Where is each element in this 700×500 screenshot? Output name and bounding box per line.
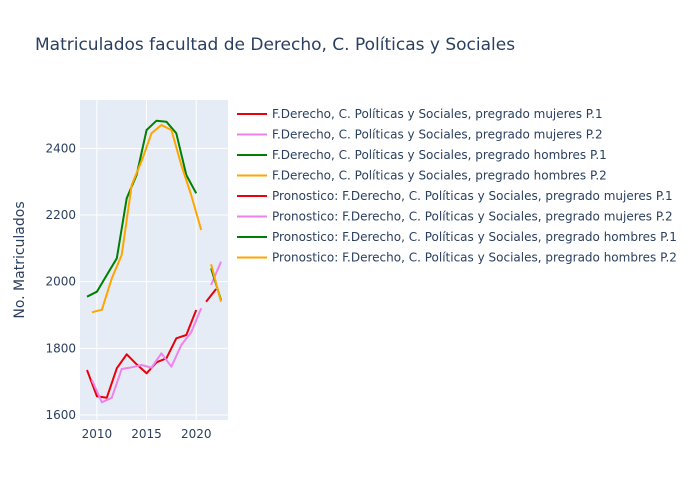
y-tick-label: 2200 — [45, 208, 76, 222]
series-line-3 — [86, 119, 198, 298]
chart-title: Matriculados facultad de Derecho, C. Pol… — [35, 35, 515, 55]
series-layer — [86, 119, 222, 404]
legend-item[interactable]: Pronostico: F.Derecho, C. Políticas y So… — [237, 251, 677, 265]
legend-label: Pronostico: F.Derecho, C. Políticas y So… — [272, 210, 673, 224]
legend-item[interactable]: Pronostico: F.Derecho, C. Políticas y So… — [237, 210, 673, 224]
legend-item[interactable]: F.Derecho, C. Políticas y Sociales, preg… — [237, 107, 603, 121]
legend-label: Pronostico: F.Derecho, C. Políticas y So… — [272, 189, 673, 203]
y-gridlines — [80, 147, 228, 416]
legend-label: Pronostico: F.Derecho, C. Políticas y So… — [272, 251, 677, 265]
legend-item[interactable]: F.Derecho, C. Políticas y Sociales, preg… — [237, 169, 607, 183]
series-line-4 — [91, 124, 203, 314]
x-tick-label: 2015 — [131, 427, 162, 441]
legend-item[interactable]: F.Derecho, C. Políticas y Sociales, preg… — [237, 128, 603, 142]
legend-label: F.Derecho, C. Políticas y Sociales, preg… — [272, 169, 607, 183]
plot-area — [80, 100, 228, 420]
legend-item[interactable]: Pronostico: F.Derecho, C. Políticas y So… — [237, 230, 677, 244]
y-axis-title: No. Matriculados — [12, 201, 28, 318]
y-tick-label: 1600 — [45, 408, 76, 422]
y-tick-label: 1800 — [45, 341, 76, 355]
x-tick-label: 2010 — [82, 427, 113, 441]
series-line-2 — [90, 307, 203, 404]
legend-label: F.Derecho, C. Políticas y Sociales, preg… — [272, 128, 603, 142]
legend-item[interactable]: F.Derecho, C. Políticas y Sociales, preg… — [237, 148, 607, 162]
legend-item[interactable]: Pronostico: F.Derecho, C. Políticas y So… — [237, 189, 673, 203]
y-tick-label: 2400 — [45, 141, 76, 155]
x-tick-label: 2020 — [181, 427, 212, 441]
x-axis-ticks: 2010 2015 2020 — [82, 427, 212, 441]
legend-label: Pronostico: F.Derecho, C. Políticas y So… — [272, 230, 677, 244]
series-line-8 — [210, 264, 222, 302]
legend-label: F.Derecho, C. Políticas y Sociales, preg… — [272, 107, 603, 121]
series-line-1 — [86, 309, 198, 399]
y-tick-label: 2000 — [45, 275, 76, 289]
series-line-6 — [210, 261, 222, 286]
y-axis-ticks: 1600 1800 2000 2200 2400 — [45, 141, 76, 422]
legend: F.Derecho, C. Políticas y Sociales, preg… — [237, 107, 677, 265]
series-line-5 — [205, 288, 217, 303]
legend-label: F.Derecho, C. Políticas y Sociales, preg… — [272, 148, 607, 162]
